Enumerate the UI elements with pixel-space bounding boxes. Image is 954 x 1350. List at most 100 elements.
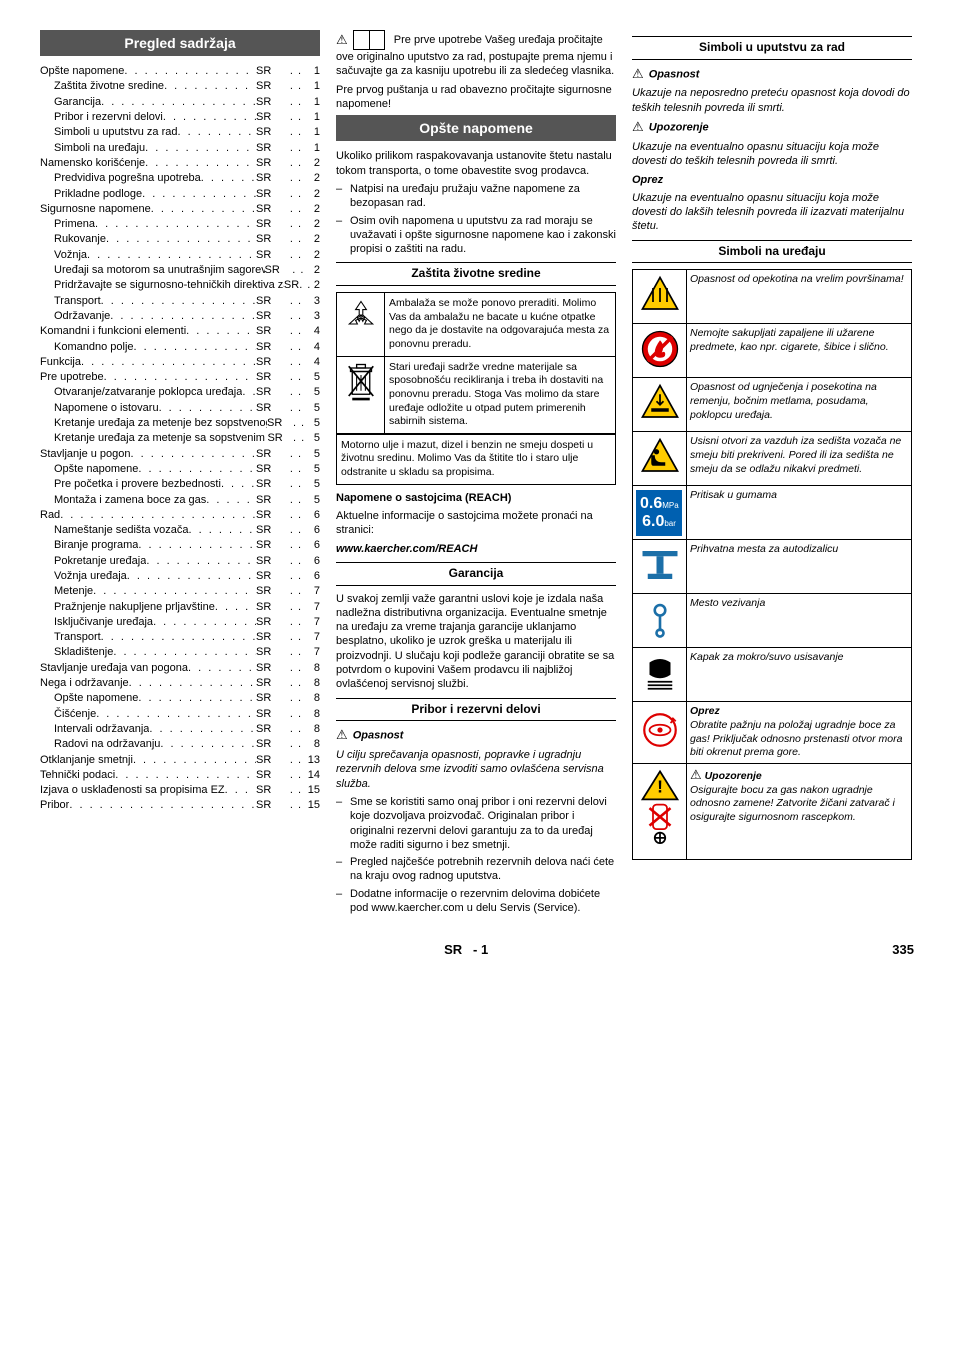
toc-lang: SR	[256, 676, 284, 690]
toc-page: 8	[302, 737, 320, 751]
toc-label: Uređaji sa motorom sa unutrašnjim sagore…	[54, 263, 265, 277]
list-item: Dodatne informacije o rezervnim delovima…	[336, 887, 616, 916]
toc-dots2: . .	[284, 661, 302, 675]
toc-dots2: . .	[284, 477, 302, 491]
toc-page: 1	[302, 110, 320, 124]
toc-page: 5	[302, 401, 320, 415]
danger-label: Opasnost	[353, 730, 404, 742]
toc-dots: . . . . . . . . . . . . . . . . . . . .	[138, 462, 256, 476]
toc-page: 13	[302, 753, 320, 767]
toc-page: 7	[302, 584, 320, 598]
toc-dots2: . .	[284, 202, 302, 216]
toc-lang: SR	[256, 569, 284, 583]
toc-dots2: . .	[284, 294, 302, 308]
toc-dots: . . . . . . . . . . . . . . . . . . . .	[124, 64, 256, 78]
toc-dots2: . .	[284, 309, 302, 323]
warning-triangle-icon: ⚠	[632, 66, 644, 83]
toc-lang: SR	[256, 523, 284, 537]
toc-dots2: . .	[284, 508, 302, 522]
warning-block: ⚠ Upozorenje	[632, 119, 912, 136]
toc-label: Skladištenje	[54, 645, 113, 659]
toc-label: Stavljanje uređaja van pogona	[40, 661, 188, 675]
reach-url: www.kaercher.com/REACH	[336, 542, 616, 556]
toc-page: 2	[302, 187, 320, 201]
symbol-text: Opasnost od opekotina na vrelim površina…	[687, 270, 912, 324]
toc-lang: SR	[256, 538, 284, 552]
toc-dots2: . .	[284, 615, 302, 629]
toc-dots2: . .	[284, 217, 302, 231]
list-item: Osim ovih napomena u uputstvu za rad mor…	[336, 214, 616, 257]
recycle-icon-cell	[337, 293, 385, 357]
toc-row: Opšte napomene . . . . . . . . . . . . .…	[40, 691, 320, 705]
toc-lang: SR	[256, 401, 284, 415]
toc-label: Namensko korišćenje	[40, 156, 145, 170]
toc-lang: SR	[256, 447, 284, 461]
toc-page: 8	[302, 676, 320, 690]
danger-text: Ukazuje na neposredno preteću opasnost k…	[632, 86, 912, 115]
env-table: Ambalaža se može ponovo preraditi. Molim…	[336, 292, 616, 434]
toc-row: Vožnja . . . . . . . . . . . . . . . . .…	[40, 248, 320, 262]
toc-label: Stavljanje u pogon	[40, 447, 131, 461]
toc-lang: SR	[256, 615, 284, 629]
intro-text-2: Pre prvog puštanja u rad obavezno pročit…	[336, 83, 616, 112]
toc-row: Tehnički podaci . . . . . . . . . . . . …	[40, 768, 320, 782]
toc-page: 8	[302, 707, 320, 721]
footer-page-global: 335	[892, 942, 914, 959]
toc-lang: SR	[256, 584, 284, 598]
toc-dots2: . .	[284, 753, 302, 767]
toc-lang: SR	[256, 202, 284, 216]
toc-row: Metenje . . . . . . . . . . . . . . . . …	[40, 584, 320, 598]
toc-dots2: . .	[284, 737, 302, 751]
toc-row: Pre početka i provere bezbednosti . . . …	[40, 477, 320, 491]
warning-triangle-icon: ⚠	[336, 32, 348, 49]
toc-dots: . . . . . . . . . . . . . . . . . . . .	[69, 798, 256, 812]
symbols-device-heading: Simboli na uređaju	[632, 240, 912, 264]
general-heading: Opšte napomene	[336, 115, 616, 141]
symbol-text: Usisni otvori za vazduh iza sedišta voza…	[687, 432, 912, 486]
toc-row: Napomene o istovaru . . . . . . . . . . …	[40, 401, 320, 415]
toc-lang: SR	[256, 768, 284, 782]
symbol-text: Opasnost od ugnječenja i posekotina na r…	[687, 378, 912, 432]
toc-dots2: . .	[284, 187, 302, 201]
toc-dots2: . .	[284, 355, 302, 369]
toc-lang: SR	[256, 661, 284, 675]
toc-dots2: . .	[284, 630, 302, 644]
general-para: Ukoliko prilikom raspakovavanja ustanovi…	[336, 149, 616, 178]
toc-dots: . . . . . . . . . . . . . . . . . . . .	[146, 554, 256, 568]
toc-page: 2	[302, 217, 320, 231]
parts-heading: Pribor i rezervni delovi	[336, 698, 616, 722]
crush-icon	[633, 378, 687, 432]
toc-row: Kretanje uređaja za metenje bez sopstven…	[40, 416, 320, 430]
toc-label: Napomene o istovaru	[54, 401, 159, 415]
toc-dots2: . .	[284, 722, 302, 736]
toc-dots: . . . . . . . . . . . . . . . . . . . .	[188, 661, 256, 675]
toc-dots2: . .	[284, 64, 302, 78]
toc-lang: SR	[284, 278, 299, 292]
toc-lang: SR	[256, 95, 284, 109]
toc-label: Vožnja	[54, 248, 87, 262]
toc-label: Otvaranje/zatvaranje poklopca uređaja	[54, 385, 242, 399]
toc-page: 5	[302, 462, 320, 476]
toc-label: Prikladne podloge	[54, 187, 142, 201]
toc-lang: SR	[256, 554, 284, 568]
toc-row: Komandni i funkcioni elementi . . . . . …	[40, 324, 320, 338]
toc-row: Otvaranje/zatvaranje poklopca uređaja . …	[40, 385, 320, 399]
toc-page: 4	[302, 324, 320, 338]
toc-label: Kretanje uređaja za metenje bez sopstven…	[54, 416, 267, 430]
toc-dots2: . .	[284, 370, 302, 384]
toc-lang: SR	[256, 355, 284, 369]
toc-dots: . . . . . . . . . . . . . . . . . . . .	[127, 569, 256, 583]
toc-page: 1	[302, 141, 320, 155]
list-item: Pregled najčešće potrebnih rezervnih del…	[336, 855, 616, 884]
toc-dots2: . .	[284, 768, 302, 782]
toc-dots: . . . . . . . . . . . . . . . . . . . .	[206, 493, 256, 507]
toc-dots2: . .	[284, 645, 302, 659]
toc-row: Pokretanje uređaja . . . . . . . . . . .…	[40, 554, 320, 568]
toc-row: Vožnja uređaja . . . . . . . . . . . . .…	[40, 569, 320, 583]
toc-row: Montaža i zamena boce za gas . . . . . .…	[40, 493, 320, 507]
toc-page: 2	[302, 232, 320, 246]
toc-dots: . . . . . . . . . . . . . . . . . . . .	[101, 294, 256, 308]
hot-icon	[633, 270, 687, 324]
env-row-2-text: Stari uređaji sadrže vredne materijale s…	[385, 356, 616, 433]
toc-dots2: . .	[284, 798, 302, 812]
